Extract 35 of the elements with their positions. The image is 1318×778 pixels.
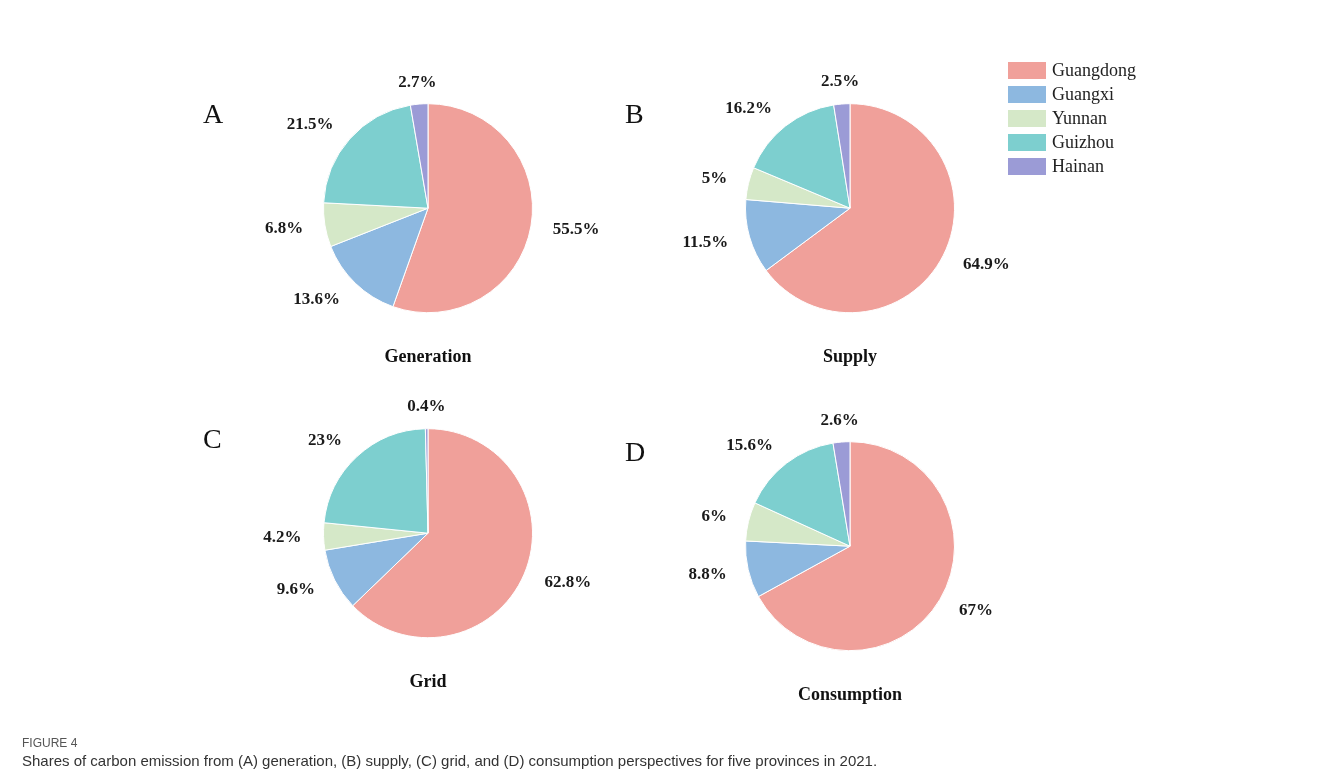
data-label: 5%	[701, 167, 728, 187]
text: C	[203, 423, 222, 455]
data-label: 13.6%	[293, 288, 341, 308]
legend-label: Yunnan	[1052, 107, 1107, 129]
data-label: 67%	[958, 599, 993, 619]
data-label: 15.6%	[726, 435, 774, 455]
legend-label: Guangxi	[1052, 83, 1114, 105]
data-label: 62.8%	[544, 572, 592, 592]
data-label: 2.5%	[820, 71, 860, 91]
data-label: 2.7%	[398, 71, 437, 91]
data-label: 6.8%	[264, 217, 304, 237]
caption: FIGURE 4	[22, 736, 78, 750]
data-label: 9.6%	[276, 579, 315, 599]
data-label: 21.5%	[286, 113, 334, 133]
text: B	[625, 98, 644, 130]
text: Supply	[822, 345, 878, 366]
data-label: 55.5%	[552, 219, 600, 239]
data-label: 64.9%	[963, 254, 1010, 274]
legend-label: Guangdong	[1052, 59, 1136, 81]
text: D	[625, 436, 646, 468]
data-label: 2.6%	[820, 409, 859, 429]
data-label: 11.5%	[682, 232, 729, 252]
data-label: 0.4%	[407, 396, 446, 416]
text: Consumption	[797, 683, 903, 704]
text: A	[203, 98, 224, 130]
text: Generation	[384, 345, 472, 366]
text: Shares of carbon emission from (A) generation, (B) supply, (C) grid, and (D) consumption perspectives for five provinces in 2021.	[22, 752, 878, 769]
data-label: 23%	[307, 429, 342, 449]
legend-label: Hainan	[1052, 155, 1104, 177]
text: Grid	[409, 670, 447, 691]
legend-label: Guizhou	[1052, 131, 1114, 153]
data-label: 4.2%	[263, 526, 302, 546]
data-label: 8.8%	[688, 563, 727, 583]
data-label: 16.2%	[725, 98, 772, 118]
data-label: 6%	[701, 505, 728, 525]
